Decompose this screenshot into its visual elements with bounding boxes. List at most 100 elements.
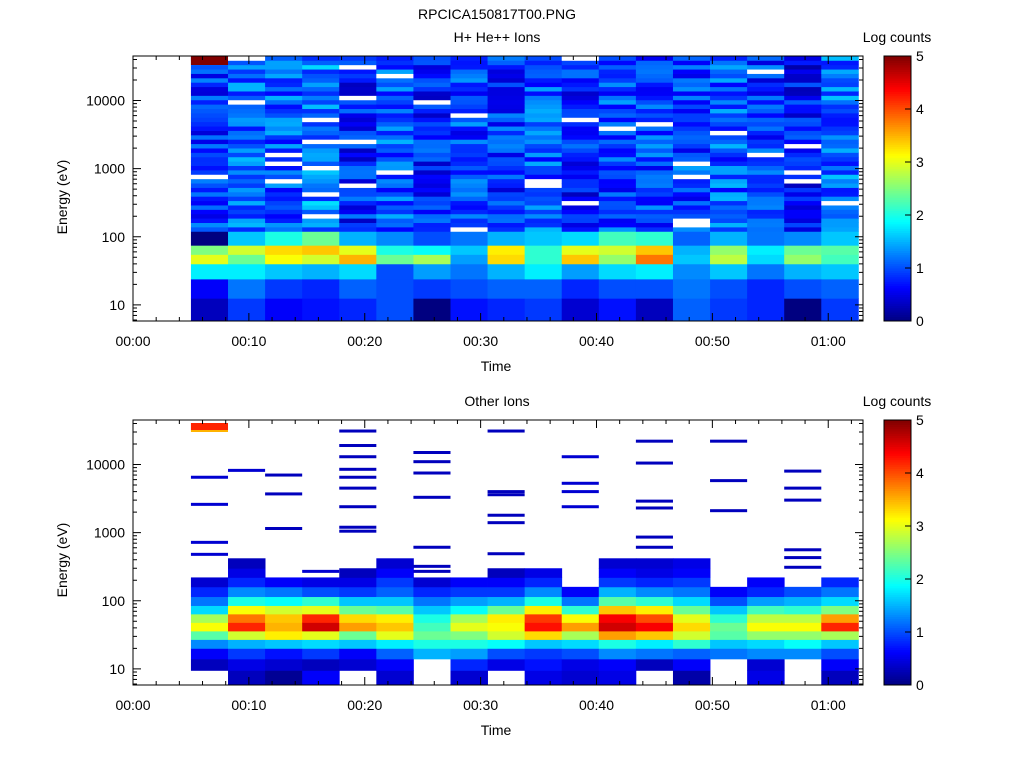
- colorbar-tick-label: 4: [916, 101, 924, 117]
- heatmap-cell: [524, 104, 563, 110]
- heatmap-cell: [450, 143, 488, 149]
- colorbar-segment: [884, 137, 911, 141]
- colorbar-segment: [884, 481, 911, 485]
- colorbar-segment: [884, 647, 911, 651]
- heatmap-cell: [487, 263, 526, 280]
- heatmap-cell: [376, 209, 414, 215]
- colorbar-segment: [884, 166, 911, 170]
- colorbar-segment: [884, 594, 911, 598]
- heatmap-cell: [672, 130, 711, 136]
- heatmap-cell: [265, 112, 303, 118]
- colorbar-segment: [884, 446, 911, 450]
- heatmap-cell: [524, 254, 563, 265]
- heatmap-cell: [747, 95, 785, 101]
- heatmap-cell: [561, 245, 600, 255]
- heatmap-cell: [598, 108, 637, 114]
- heatmap-cell: [710, 117, 748, 123]
- heatmap-cell: [339, 196, 377, 202]
- heatmap-cell: [747, 178, 785, 184]
- heatmap-cell: [302, 577, 340, 588]
- heatmap-cell: [376, 630, 414, 640]
- heatmap-cell: [561, 134, 600, 140]
- colorbar-segment: [884, 475, 911, 478]
- heatmap-cell: [784, 152, 822, 158]
- heatmap-cell: [450, 95, 488, 101]
- heatmap-cell: [635, 169, 674, 175]
- heatmap-cell: [339, 298, 377, 322]
- heatmap-cell: [821, 278, 859, 299]
- heatmap-cell: [450, 622, 488, 632]
- heatmap-cell: [376, 148, 414, 153]
- heatmap-cell: [635, 64, 674, 70]
- heatmap-cell: [339, 73, 377, 79]
- colorbar-segment: [884, 532, 911, 536]
- heatmap-cell: [710, 64, 748, 70]
- heatmap-cell: [561, 56, 600, 61]
- heatmap-cell: [339, 148, 377, 153]
- heatmap-cell: [598, 112, 637, 118]
- heatmap-cell: [821, 209, 859, 215]
- heatmap-cell: [339, 467, 377, 471]
- heatmap-cell: [710, 143, 748, 149]
- plot-border: [132, 55, 864, 322]
- heatmap-cell: [450, 200, 488, 206]
- heatmap-cell: [302, 139, 340, 145]
- heatmap-cell: [672, 209, 711, 215]
- heatmap-cell: [561, 112, 600, 118]
- heatmap-cell: [190, 586, 229, 598]
- heatmap-cell: [190, 169, 229, 175]
- x-tick-label: 01:00: [811, 333, 846, 349]
- heatmap-cell: [524, 95, 563, 101]
- heatmap-cell: [635, 126, 674, 131]
- colorbar-segment: [884, 197, 911, 201]
- heatmap-cell: [265, 205, 303, 210]
- heatmap-cell: [487, 121, 526, 127]
- heatmap-cell: [710, 139, 748, 145]
- heatmap-cell: [598, 613, 637, 623]
- heatmap-cell: [450, 148, 488, 153]
- heatmap-cell: [413, 569, 451, 573]
- heatmap-cell: [413, 178, 451, 184]
- heatmap-cell: [635, 82, 674, 88]
- colorbar-segment: [884, 122, 911, 125]
- colorbar-segment: [884, 486, 911, 489]
- heatmap-cell: [190, 209, 229, 215]
- heatmap-cell: [561, 77, 600, 83]
- heatmap-cell: [747, 263, 785, 280]
- heatmap-cell: [339, 218, 377, 223]
- heatmap-cell: [784, 648, 822, 660]
- heatmap-cell: [710, 509, 748, 513]
- heatmap-cell: [265, 254, 303, 265]
- heatmap-cell: [302, 245, 340, 255]
- heatmap-cell: [265, 526, 303, 530]
- heatmap-cell: [302, 569, 340, 573]
- colorbar-segment: [884, 91, 911, 95]
- heatmap-cell: [265, 91, 303, 96]
- heatmap-cell: [561, 86, 600, 92]
- heatmap-cell: [339, 205, 377, 210]
- heatmap-cell: [228, 60, 266, 66]
- heatmap-cell: [598, 56, 637, 61]
- heatmap-cell: [524, 200, 563, 206]
- heatmap-cell: [339, 630, 377, 640]
- heatmap-cell: [376, 200, 414, 206]
- heatmap-cell: [524, 658, 563, 671]
- heatmap-cell: [265, 492, 303, 496]
- heatmap-cell: [376, 183, 414, 188]
- heatmap-cell: [821, 577, 859, 588]
- heatmap-cell: [821, 622, 859, 632]
- colorbar-segment: [884, 62, 911, 66]
- heatmap-cell: [376, 77, 414, 83]
- heatmap-cell: [450, 196, 488, 202]
- heatmap-cell: [339, 112, 377, 118]
- heatmap-cell: [672, 213, 711, 219]
- heatmap-cell: [413, 245, 451, 255]
- heatmap-cell: [302, 298, 340, 322]
- colorbar-segment: [884, 596, 911, 600]
- heatmap-cell: [228, 468, 266, 472]
- heatmap-cell: [672, 226, 711, 232]
- heatmap-cell: [821, 196, 859, 202]
- heatmap-cell: [821, 213, 859, 219]
- heatmap-cell: [339, 143, 377, 149]
- heatmap-cell: [598, 254, 637, 265]
